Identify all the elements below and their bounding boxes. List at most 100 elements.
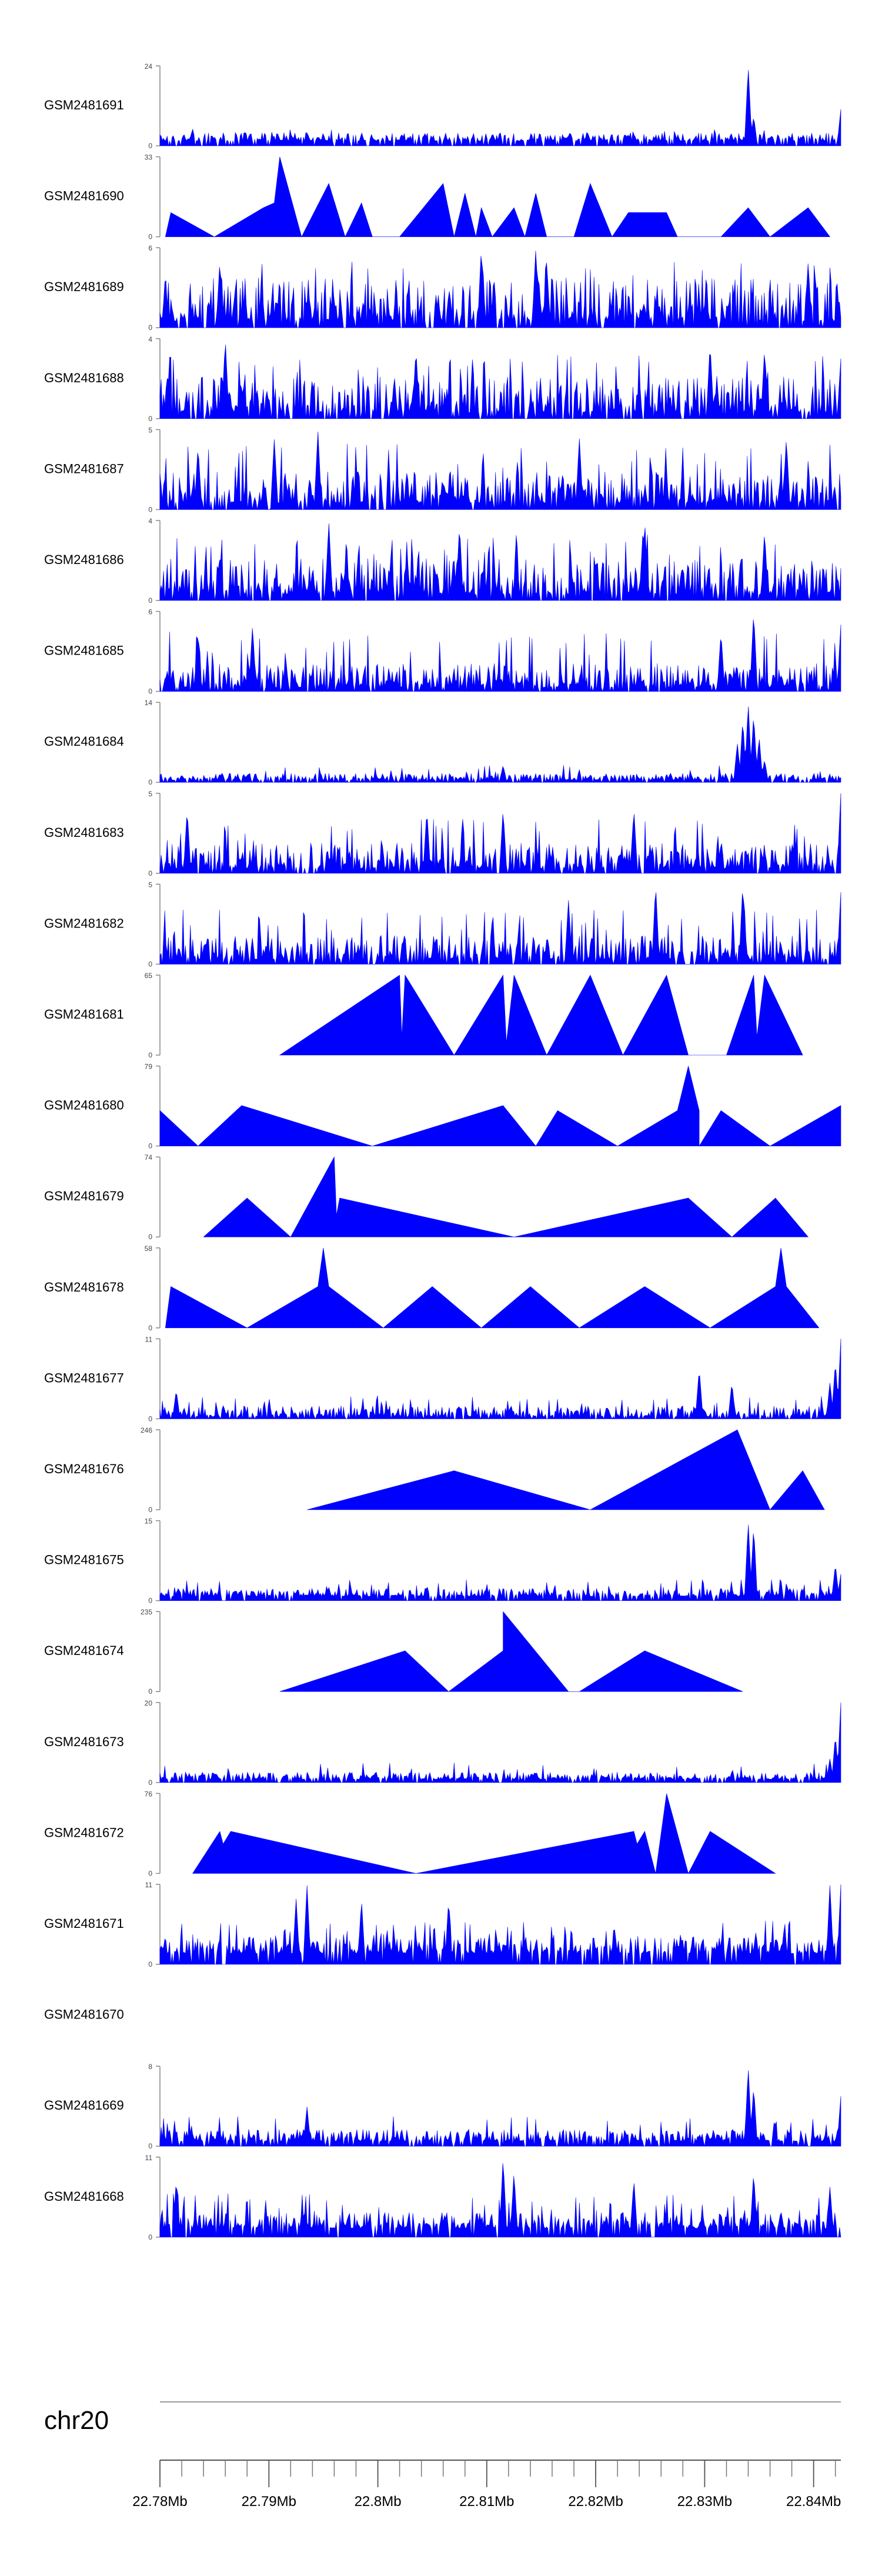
- y-axis-min-label: 0: [148, 1960, 152, 1968]
- coverage-area: [279, 974, 803, 1056]
- coverage-area: [159, 1884, 841, 1965]
- track-label: GSM2481687: [44, 461, 124, 476]
- y-axis-min-label: 0: [148, 415, 152, 423]
- y-axis-min-label: 0: [148, 505, 152, 513]
- y-axis-max-label: 4: [148, 335, 152, 343]
- coverage-area: [159, 523, 841, 601]
- y-axis-max-label: 33: [145, 154, 153, 162]
- axis-tick-label: 22.81Mb: [459, 2494, 514, 2510]
- track-label: GSM2481680: [44, 1098, 124, 1113]
- axis-tick-label: 22.82Mb: [568, 2494, 623, 2510]
- track-label: GSM2481688: [44, 371, 124, 385]
- track-gsm2481684: GSM2481684 14 0: [44, 699, 841, 786]
- coverage-area: [165, 1247, 820, 1329]
- track-gsm2481685: GSM2481685 6 0: [44, 608, 841, 696]
- track-gsm2481688: GSM2481688 4 0: [44, 335, 841, 423]
- y-axis-min-label: 0: [148, 1597, 152, 1605]
- y-axis-max-label: 235: [141, 1608, 152, 1616]
- coverage-area: [159, 251, 841, 328]
- axis-tick-label: 22.8Mb: [355, 2494, 402, 2510]
- track-label: GSM2481686: [44, 552, 124, 567]
- track-label: GSM2481669: [44, 2098, 124, 2113]
- coverage-area: [159, 1524, 841, 1601]
- track-gsm2481675: GSM2481675 15 0: [44, 1517, 841, 1605]
- y-axis-max-label: 246: [141, 1426, 152, 1434]
- coverage-area: [159, 69, 841, 146]
- y-axis-max-label: 24: [145, 62, 153, 71]
- y-axis-max-label: 20: [145, 1699, 153, 1707]
- track-label: GSM2481685: [44, 643, 124, 658]
- y-axis-max-label: 58: [145, 1244, 153, 1253]
- track-gsm2481670: GSM2481670: [44, 2007, 124, 2022]
- y-axis-min-label: 0: [148, 323, 152, 332]
- coverage-area: [159, 706, 841, 783]
- track-label: GSM2481679: [44, 1189, 124, 1203]
- track-gsm2481683: GSM2481683 5 0: [44, 790, 841, 877]
- y-axis-min-label: 0: [148, 960, 152, 968]
- y-axis-max-label: 14: [145, 699, 153, 707]
- track-label: GSM2481677: [44, 1370, 124, 1385]
- track-gsm2481674: GSM2481674 235 0: [44, 1608, 743, 1696]
- coverage-area: [203, 1156, 809, 1237]
- track-gsm2481672: GSM2481672 76 0: [44, 1790, 776, 1877]
- track-label: GSM2481678: [44, 1280, 124, 1294]
- track-label: GSM2481668: [44, 2189, 124, 2204]
- y-axis-min-label: 0: [148, 1869, 152, 1877]
- y-axis-min-label: 0: [148, 233, 152, 241]
- y-axis-min-label: 0: [148, 778, 152, 786]
- track-gsm2481679: GSM2481679 74 0: [44, 1153, 809, 1241]
- coverage-area: [307, 1429, 825, 1510]
- track-label: GSM2481689: [44, 279, 124, 294]
- track-gsm2481678: GSM2481678 58 0: [44, 1244, 820, 1332]
- coverage-area: [159, 1066, 841, 1147]
- y-axis-max-label: 11: [145, 1881, 153, 1889]
- coverage-area: [159, 345, 841, 419]
- y-axis-max-label: 65: [145, 972, 153, 980]
- y-axis-max-label: 74: [145, 1153, 153, 1162]
- track-label: GSM2481672: [44, 1825, 124, 1840]
- track-gsm2481671: GSM2481671 11 0: [44, 1881, 841, 1968]
- y-axis-min-label: 0: [148, 1233, 152, 1241]
- axis-ticks: 22.78Mb 22.79Mb 22.8Mb 22.81Mb 22.82Mb 22.83M…: [132, 2460, 841, 2510]
- y-axis-min-label: 0: [148, 2233, 152, 2241]
- axis-tick-label: 22.78Mb: [132, 2494, 187, 2510]
- coverage-tracks: GSM2481691240GSM2481690330GSM248168960GS…: [44, 62, 841, 2241]
- y-axis-max-label: 79: [145, 1063, 153, 1071]
- y-axis-min-label: 0: [148, 142, 152, 150]
- coverage-area: [192, 1793, 776, 1874]
- y-axis-max-label: 4: [148, 517, 152, 525]
- y-axis-min-label: 0: [148, 688, 152, 696]
- coverage-area: [159, 793, 841, 874]
- track-gsm2481686: GSM2481686 4 0: [44, 517, 841, 605]
- y-axis-max-label: 5: [148, 880, 152, 889]
- track-gsm2481676: GSM2481676 246 0: [44, 1426, 825, 1514]
- track-gsm2481682: GSM2481682 5 0: [44, 880, 841, 968]
- coverage-area: [159, 619, 841, 692]
- y-axis-max-label: 5: [148, 426, 152, 434]
- track-label: GSM2481671: [44, 1916, 124, 1931]
- y-axis-max-label: 6: [148, 244, 152, 252]
- y-axis-min-label: 0: [148, 1778, 152, 1787]
- coverage-area: [159, 2163, 841, 2238]
- y-axis-max-label: 76: [145, 1790, 153, 1798]
- track-label: GSM2481681: [44, 1007, 124, 1022]
- coverage-area: [159, 1339, 841, 1420]
- track-label: GSM2481676: [44, 1461, 124, 1476]
- y-axis-min-label: 0: [148, 1687, 152, 1696]
- track-label: GSM2481670: [44, 2007, 124, 2022]
- y-axis-min-label: 0: [148, 1414, 152, 1423]
- track-gsm2481691: GSM2481691 24 0: [44, 62, 841, 150]
- track-label: GSM2481690: [44, 189, 124, 203]
- track-gsm2481687: GSM2481687 5 0: [44, 426, 841, 513]
- track-label: GSM2481691: [44, 98, 124, 112]
- coverage-area: [159, 892, 841, 965]
- track-label: GSM2481684: [44, 734, 124, 749]
- coverage-area: [159, 431, 841, 510]
- y-axis-min-label: 0: [148, 869, 152, 877]
- coverage-area: [159, 1702, 841, 1783]
- y-axis-max-label: 5: [148, 790, 152, 798]
- y-axis-min-label: 0: [148, 1324, 152, 1332]
- track-label: GSM2481675: [44, 1553, 124, 1567]
- coverage-area: [159, 2070, 841, 2147]
